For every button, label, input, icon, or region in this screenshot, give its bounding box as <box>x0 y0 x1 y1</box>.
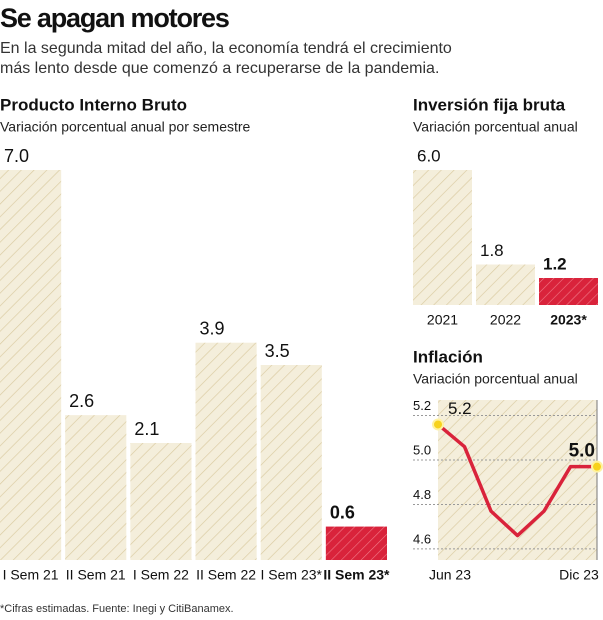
value-label: 2.6 <box>69 391 94 411</box>
chart-title: Inflación <box>413 347 483 366</box>
bar <box>325 526 387 560</box>
chart-title: Inversión fija bruta <box>413 95 566 114</box>
marker <box>591 460 603 473</box>
value-label: 5.0 <box>569 441 595 462</box>
x-tick-label: 2022 <box>490 312 521 328</box>
y-tick-label: 5.0 <box>413 442 431 457</box>
bar <box>260 365 322 560</box>
bar <box>413 170 472 305</box>
chart-title: Producto Interno Bruto <box>0 95 187 114</box>
chart-subtitle: Variación porcentual anual <box>413 119 578 135</box>
x-tick-label: I Sem 23* <box>261 567 323 583</box>
x-tick-label: II Sem 23* <box>323 567 390 583</box>
value-label: 3.5 <box>265 341 290 361</box>
x-tick-label: II Sem 22 <box>196 567 256 583</box>
x-tick-label: I Sem 21 <box>3 567 59 583</box>
x-tick-label: Jun 23 <box>429 567 471 583</box>
value-label: 1.2 <box>543 254 567 273</box>
title: Se apagan motores <box>0 3 229 33</box>
value-label: 0.6 <box>330 502 355 522</box>
subtitle: más lento desde que comenzó a recuperars… <box>0 60 439 77</box>
value-label: 6.0 <box>417 146 441 165</box>
bar <box>476 264 535 305</box>
line <box>436 423 597 538</box>
x-tick-label: II Sem 21 <box>66 567 126 583</box>
y-tick-label: 4.8 <box>413 487 431 502</box>
value-label: 7.0 <box>4 146 29 166</box>
bar <box>65 415 127 560</box>
subtitle: En la segunda mitad del año, la economía… <box>0 40 452 57</box>
value-label: 1.8 <box>480 241 504 260</box>
value-label: 2.1 <box>134 419 159 439</box>
bar <box>539 278 598 305</box>
charts: Producto Interno Bruto Variación porcentu… <box>0 95 603 583</box>
chart-subtitle: Variación porcentual anual por semestre <box>0 119 251 135</box>
x-tick-label: I Sem 22 <box>133 567 189 583</box>
chart-subtitle: Variación porcentual anual <box>413 371 578 387</box>
marker <box>432 418 444 431</box>
x-tick-label: 2023* <box>550 312 587 328</box>
value-label: 3.9 <box>200 318 225 338</box>
bar <box>130 443 192 560</box>
x-tick-label: Dic 23 <box>559 567 599 583</box>
x-tick-label: 2021 <box>427 312 458 328</box>
bar <box>195 342 257 560</box>
value-label: 5.2 <box>448 399 472 418</box>
y-tick-label: 4.6 <box>413 531 431 546</box>
footnote: *Cifras estimadas. Fuente: Inegi y CitiB… <box>0 603 234 615</box>
y-tick-label: 5.2 <box>413 398 431 413</box>
bar <box>0 170 62 560</box>
